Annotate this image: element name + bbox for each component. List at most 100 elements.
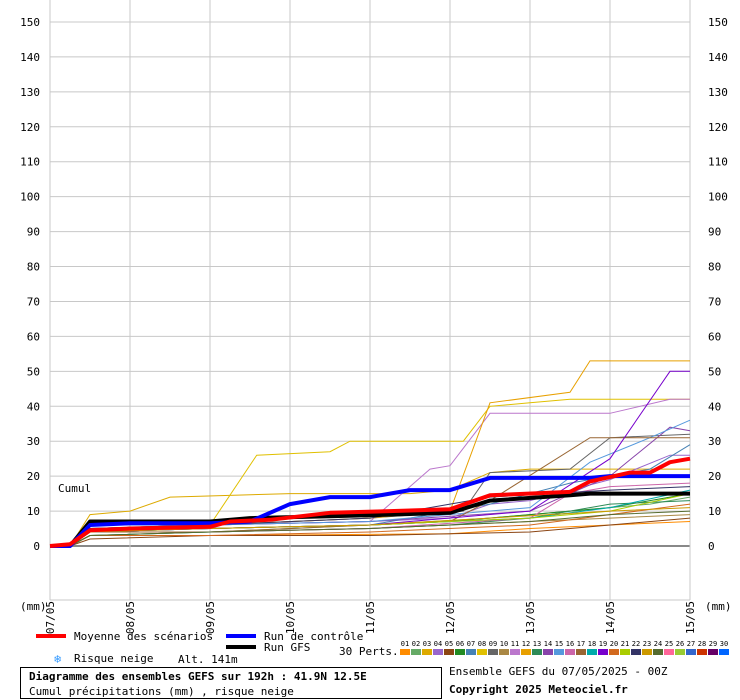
y-tick-label-right: 0 [708,540,715,553]
footer-box: Diagramme des ensembles GEFS sur 192h : … [20,667,442,699]
y-unit-right: (mm) [705,600,732,613]
y-tick-label-left: 0 [33,540,40,553]
y-tick-label-right: 100 [708,191,728,204]
pert-number: 21 [620,640,630,648]
control-run-line [50,474,690,548]
pert-color-swatch [488,649,498,655]
cumul-label: Cumul [58,482,91,495]
pert-color-swatch [422,649,432,655]
y-tick-label-left: 130 [20,86,40,99]
y-tick-label-left: 150 [20,16,40,29]
snowflake-icon: ❄ [54,652,62,666]
y-tick-label-right: 70 [708,295,721,308]
pert-color-swatch [664,649,674,655]
x-tick-label: 15/05 [684,601,697,634]
x-tick-label: 13/05 [524,601,537,634]
y-tick-label-right: 60 [708,330,721,343]
y-tick-label-left: 60 [27,330,40,343]
y-tick-label-right: 90 [708,226,721,239]
pert-color-swatch [620,649,630,655]
pert-number: 11 [510,640,520,648]
pert-color-swatch [532,649,542,655]
pert-color-swatch [719,649,729,655]
y-tick-label-left: 10 [27,505,40,518]
y-tick-label-right: 50 [708,365,721,378]
pert-number: 12 [521,640,531,648]
y-tick-label-left: 50 [27,365,40,378]
y-tick-label-left: 100 [20,191,40,204]
pert-color-swatch [455,649,465,655]
pert-color-swatch [499,649,509,655]
pert-number: 16 [565,640,575,648]
x-tick-label: 10/05 [284,601,297,634]
y-tick-label-right: 140 [708,51,728,64]
pert-number: 14 [543,640,553,648]
x-tick-label: 12/05 [444,601,457,634]
pert-number: 23 [642,640,652,648]
y-tick-label-right: 80 [708,261,721,274]
y-tick-label-left: 90 [27,226,40,239]
x-tick-label: 09/05 [204,601,217,634]
y-tick-label-right: 130 [708,86,728,99]
perts-label: 30 Perts. [339,645,399,658]
pert-number: 15 [554,640,564,648]
y-tick-label-right: 30 [708,435,721,448]
pert-number: 26 [675,640,685,648]
pert-color-swatch [400,649,410,655]
pert-color-swatch [609,649,619,655]
control-legend-label: Run de contrôle [264,630,364,643]
y-tick-label-left: 30 [27,435,40,448]
pert-color-swatch [653,649,663,655]
pert-number: 22 [631,640,641,648]
mean-swatch [36,634,66,638]
pert-number: 18 [587,640,597,648]
y-tick-label-left: 70 [27,295,40,308]
pert-color-swatch [631,649,641,655]
pert-number: 13 [532,640,542,648]
run-info: Ensemble GEFS du 07/05/2025 - 00Z [449,665,668,678]
pert-color-swatch [510,649,520,655]
pert-color-swatch [675,649,685,655]
x-tick-label: 07/05 [44,601,57,634]
y-tick-label-left: 120 [20,121,40,134]
pert-color-swatch [411,649,421,655]
pert-number: 04 [433,640,443,648]
pert-color-swatch [587,649,597,655]
y-tick-label-left: 20 [27,470,40,483]
pert-color-swatch [477,649,487,655]
pert-number: 07 [466,640,476,648]
mean-legend-label: Moyenne des scénarios [74,630,214,643]
x-tick-label: 08/05 [124,601,137,634]
pert-number: 30 [719,640,729,648]
y-axis-ticks: 0 0 10 10 20 20 30 30 40 40 50 50 60 60 70 70 80 80 90 90 10… [20,16,728,553]
y-tick-label-left: 140 [20,51,40,64]
y-tick-label-left: 40 [27,400,40,413]
pert-number: 08 [477,640,487,648]
y-tick-label-right: 40 [708,400,721,413]
gfs-legend-label: Run GFS [264,641,311,654]
main-series [49,456,691,548]
pert-color-swatch [697,649,707,655]
pert-color-swatch [565,649,575,655]
x-tick-label: 14/05 [604,601,617,634]
pert-number: 19 [598,640,608,648]
y-tick-label-right: 20 [708,470,721,483]
pert-color-swatch [708,649,718,655]
y-tick-label-right: 110 [708,156,728,169]
y-tick-label-right: 10 [708,505,721,518]
pert-color-swatch [686,649,696,655]
pert-color-swatch [444,649,454,655]
copyright: Copyright 2025 Meteociel.fr [449,683,628,696]
grid [49,0,691,601]
pert-number: 10 [499,640,509,648]
pert-color-swatch [642,649,652,655]
control-swatch [226,634,256,638]
footer-title: Diagramme des ensembles GEFS sur 192h : … [29,670,367,683]
y-unit-left: (mm) [20,600,47,613]
gfs-swatch [226,645,256,649]
snow-risk-label: Risque neige [74,652,154,665]
pert-number: 24 [653,640,663,648]
gfs-run-line [50,491,690,548]
pert-number: 05 [444,640,454,648]
